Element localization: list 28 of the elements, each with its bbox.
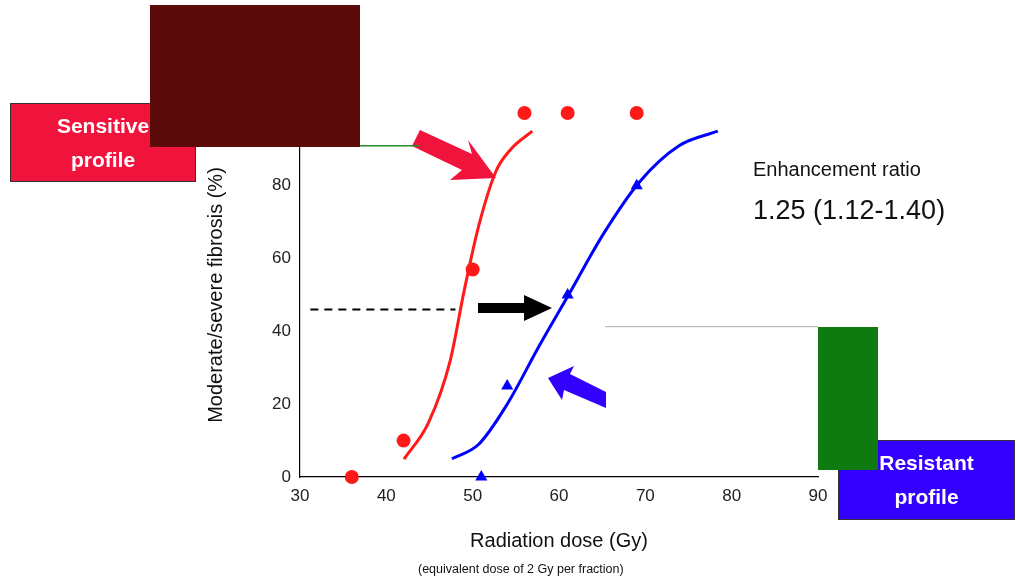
point [560, 106, 575, 120]
annotation: Enhancement ratio [753, 158, 921, 181]
point [396, 433, 411, 448]
x-tick-label: 90 [808, 485, 828, 505]
point [517, 106, 532, 120]
annotation: 1.25 (1.12-1.40) [753, 195, 946, 226]
y-axis-title: Moderate/severe fibrosis (%) [203, 167, 226, 423]
x-tick-label: 40 [376, 485, 396, 505]
x-tick-label: 80 [722, 485, 742, 505]
y-tick-label: 40 [272, 321, 291, 341]
x-tick-label: 70 [635, 485, 655, 505]
x-tick-label: 30 [290, 485, 310, 505]
x-tick-label: 60 [549, 485, 569, 505]
text: (equivalent dose of 2 Gy per fraction) [418, 562, 624, 576]
y-tick-label: 20 [272, 393, 291, 413]
y-tick-label: 0 [281, 466, 291, 486]
point [344, 470, 359, 484]
text: Sensitive profile [10, 103, 196, 182]
x-axis-title: Radiation dose (Gy) [470, 528, 648, 551]
x-tick-label: 50 [463, 485, 483, 505]
point [501, 379, 514, 390]
point [629, 106, 644, 120]
y-tick-label: 80 [272, 175, 291, 195]
point [475, 470, 488, 481]
y-tick-label: 60 [272, 248, 291, 268]
text: Resistant profile [838, 440, 1015, 520]
line-series [402, 129, 534, 461]
line-series [450, 129, 720, 461]
